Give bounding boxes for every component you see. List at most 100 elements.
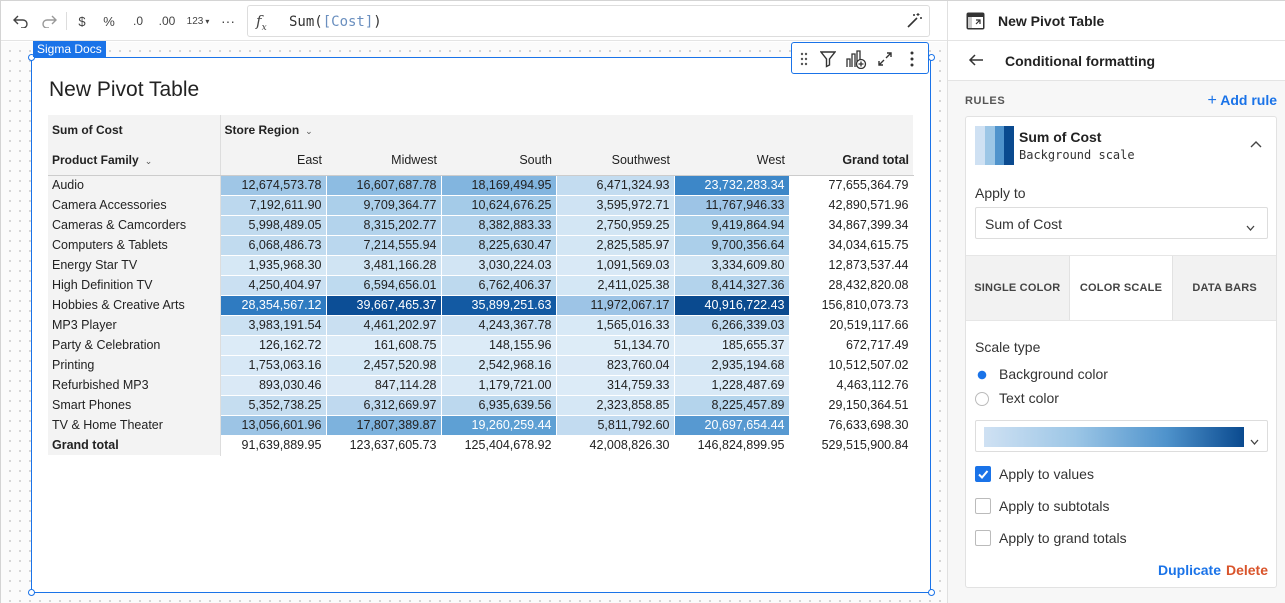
row-label[interactable]: Hobbies & Creative Arts [48,295,221,315]
value-cell[interactable]: 672,717.49 [789,335,914,356]
value-cell[interactable]: 4,461,202.97 [326,315,442,336]
row-label[interactable]: Cameras & Camcorders [48,215,221,235]
value-cell[interactable]: 2,935,194.68 [674,355,790,376]
row-label[interactable]: Energy Star TV [48,255,221,275]
column-header[interactable]: East [220,145,326,176]
row-label[interactable]: TV & Home Theater [48,415,221,435]
value-cell[interactable]: 34,034,615.75 [789,235,914,256]
row-label[interactable]: Camera Accessories [48,195,221,215]
more-options-icon[interactable] [904,49,920,69]
value-cell[interactable]: 6,266,339.03 [674,315,790,336]
grand-total-cell[interactable]: 125,404,678.92 [441,435,557,456]
value-cell[interactable]: 16,607,687.78 [326,175,442,196]
resize-handle[interactable] [28,54,35,61]
value-cell[interactable]: 9,709,364.77 [326,195,442,216]
value-cell[interactable]: 156,810,073.73 [789,295,914,316]
value-cell[interactable]: 1,228,487.69 [674,375,790,396]
value-cell[interactable]: 8,382,883.33 [441,215,557,236]
value-cell[interactable]: 51,134.70 [556,335,675,356]
chevron-up-icon[interactable] [1250,135,1262,153]
grand-total-cell[interactable]: 529,515,900.84 [789,435,914,456]
formula-bar[interactable]: fx Sum([Cost]) [247,5,930,37]
value-cell[interactable]: 2,542,968.16 [441,355,557,376]
value-cell[interactable]: 40,916,722.43 [674,295,790,316]
value-cell[interactable]: 185,655.37 [674,335,790,356]
value-cell[interactable]: 10,512,507.02 [789,355,914,376]
value-cell[interactable]: 4,250,404.97 [220,275,327,296]
grand-total-cell[interactable]: 146,824,899.95 [674,435,790,456]
value-cell[interactable]: 6,594,656.01 [326,275,442,296]
value-cell[interactable]: 5,998,489.05 [220,215,327,236]
currency-format-button[interactable]: $ [78,13,86,29]
value-cell[interactable]: 9,419,864.94 [674,215,790,236]
value-cell[interactable]: 6,312,669.97 [326,395,442,416]
value-cell[interactable]: 13,056,601.96 [220,415,327,436]
column-header[interactable]: South [441,145,556,176]
value-cell[interactable]: 1,091,569.03 [556,255,675,276]
row-label[interactable]: High Definition TV [48,275,221,295]
value-cell[interactable]: 1,753,063.16 [220,355,327,376]
value-cell[interactable]: 8,414,327.36 [674,275,790,296]
row-label[interactable]: Smart Phones [48,395,221,415]
value-cell[interactable]: 1,179,721.00 [441,375,557,396]
value-cell[interactable]: 17,807,389.87 [326,415,442,436]
value-cell[interactable]: 12,674,573.78 [220,175,327,196]
increase-decimal-button[interactable]: .00 [158,14,176,28]
row-label[interactable]: MP3 Player [48,315,221,335]
value-cell[interactable]: 3,030,224.03 [441,255,557,276]
value-cell[interactable]: 11,767,946.33 [674,195,790,216]
apply-to-values-checkbox[interactable] [975,466,991,482]
expand-icon[interactable] [875,49,895,69]
percent-format-button[interactable]: % [103,13,115,29]
value-cell[interactable]: 4,243,367.78 [441,315,557,336]
value-cell[interactable]: 77,655,364.79 [789,175,914,196]
radio-text-color[interactable] [975,392,989,406]
row-label[interactable]: Party & Celebration [48,335,221,355]
value-cell[interactable]: 3,595,972.71 [556,195,675,216]
radio-background-color[interactable] [975,368,989,382]
decrease-decimal-button[interactable]: .0 [132,14,143,28]
add-chart-icon[interactable] [844,49,868,69]
resize-handle[interactable] [928,54,935,61]
value-cell[interactable]: 35,899,251.63 [441,295,557,316]
value-cell[interactable]: 19,260,259.44 [441,415,557,436]
value-cell[interactable]: 2,411,025.38 [556,275,675,296]
row-label[interactable]: Audio [48,175,221,195]
value-cell[interactable]: 8,225,630.47 [441,235,557,256]
value-cell[interactable]: 11,972,067.17 [556,295,675,316]
column-header[interactable]: Southwest [556,145,674,176]
value-cell[interactable]: 6,762,406.37 [441,275,557,296]
column-field-header[interactable]: Store Region ⌄ [220,115,913,145]
formula-input[interactable]: Sum([Cost]) [289,14,382,30]
value-cell[interactable]: 3,334,609.80 [674,255,790,276]
value-cell[interactable]: 161,608.75 [326,335,442,356]
value-cell[interactable]: 8,315,202.77 [326,215,442,236]
row-label[interactable]: Refurbished MP3 [48,375,221,395]
value-cell[interactable]: 20,697,654.44 [674,415,790,436]
value-cell[interactable]: 34,867,399.34 [789,215,914,236]
value-cell[interactable]: 1,935,968.30 [220,255,327,276]
value-cell[interactable]: 18,169,494.95 [441,175,557,196]
color-scale-select[interactable] [975,420,1268,452]
value-cell[interactable]: 2,323,858.85 [556,395,675,416]
value-cell[interactable]: 3,983,191.54 [220,315,327,336]
value-cell[interactable]: 148,155.96 [441,335,557,356]
apply-to-select[interactable]: Sum of Cost [975,207,1268,239]
back-arrow-icon[interactable] [968,53,984,72]
value-cell[interactable]: 23,732,283.34 [674,175,790,196]
apply-to-grand-totals-checkbox[interactable] [975,530,991,546]
value-cell[interactable]: 893,030.46 [220,375,327,396]
value-cell[interactable]: 7,192,611.90 [220,195,327,216]
row-label[interactable]: Computers & Tablets [48,235,221,255]
value-cell[interactable]: 314,759.33 [556,375,675,396]
value-cell[interactable]: 6,068,486.73 [220,235,327,256]
add-rule-button[interactable]: + Add rule [1208,92,1278,110]
row-label[interactable]: Printing [48,355,221,375]
value-cell[interactable]: 76,633,698.30 [789,415,914,436]
value-cell[interactable]: 847,114.28 [326,375,442,396]
tab-single-color[interactable]: SINGLE COLOR [966,256,1070,320]
grand-total-cell[interactable]: 91,639,889.95 [220,435,327,456]
delete-button[interactable]: Delete [1225,562,1268,578]
value-cell[interactable]: 28,432,820.08 [789,275,914,296]
resize-handle[interactable] [28,589,35,596]
